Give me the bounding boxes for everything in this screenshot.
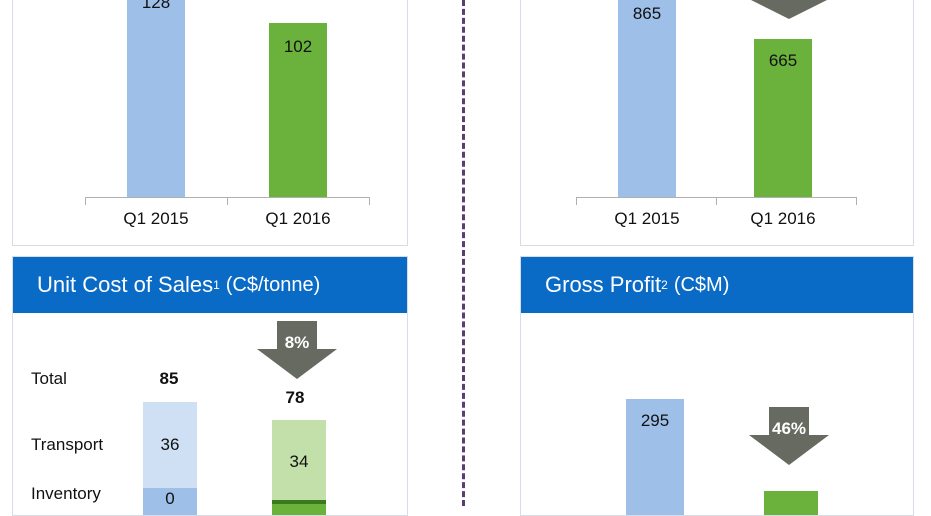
total-q1-2015: 85 — [159, 369, 179, 388]
down-arrow-icon — [257, 321, 337, 379]
row-label-inventory: Inventory — [31, 484, 101, 503]
axis-tick — [716, 197, 717, 205]
bar-value-q1-2015: 128 — [141, 0, 171, 12]
row-label-total: Total — [31, 369, 67, 388]
gross-profit-panel: Gross Profit 2 (C$M) 295 46% — [520, 256, 914, 516]
x-label-q1-2015: Q1 2015 — [614, 209, 680, 228]
unit-cost-panel: Unit Cost of Sales 1 (C$/tonne) 8% Total T… — [12, 256, 408, 516]
panel-unit: (C$/tonne) — [225, 273, 321, 296]
bar-value-transport-q1-2016: 34 — [289, 452, 309, 471]
panel-title: Unit Cost of Sales — [37, 272, 214, 297]
top-left-chart-panel: 128 102 Q1 2015 Q1 2016 — [12, 0, 408, 246]
bar-transport-q1-2015 — [143, 402, 197, 488]
change-percent: 8% — [284, 333, 310, 352]
bar-value-transport-q1-2015: 36 — [160, 435, 180, 454]
bar-q1-2015 — [127, 0, 185, 197]
down-arrow-icon — [749, 407, 829, 465]
footnote-marker: 1 — [213, 278, 220, 292]
bar-q1-2016 — [269, 23, 327, 197]
section-divider — [462, 0, 465, 506]
panel-unit: (C$M) — [673, 273, 730, 296]
down-arrow-icon — [751, 0, 827, 19]
bar-value-inventory-q1-2015: 0 — [165, 489, 175, 508]
footnote-marker: 2 — [661, 278, 668, 292]
axis-tick — [369, 197, 370, 205]
axis-tick — [856, 197, 857, 205]
change-percent: 46% — [771, 419, 807, 438]
total-q1-2016: 78 — [285, 388, 305, 407]
axis-tick — [227, 197, 228, 205]
top-right-chart-panel: 865 665 Q1 2015 Q1 2016 — [520, 0, 914, 246]
row-label-transport: Transport — [31, 435, 104, 454]
bar-transport-q1-2016 — [272, 420, 326, 500]
bar-value-q1-2016: 102 — [283, 37, 313, 56]
x-label-q1-2015: Q1 2015 — [123, 209, 189, 228]
bar-q1-2015 — [626, 399, 684, 515]
bar-q1-2015 — [618, 0, 676, 197]
bar-q1-2016 — [754, 39, 812, 197]
panel-header: Unit Cost of Sales 1 (C$/tonne) — [13, 257, 407, 313]
bar-value-q1-2016: 665 — [768, 51, 798, 70]
axis-tick — [85, 197, 86, 205]
bar-q1-2016 — [764, 491, 818, 515]
bar-value-q1-2015: 295 — [640, 411, 670, 430]
bar-value-q1-2015: 865 — [632, 4, 662, 23]
x-label-q1-2016: Q1 2016 — [750, 209, 816, 228]
panel-header: Gross Profit 2 (C$M) — [521, 257, 913, 313]
panel-title: Gross Profit — [545, 272, 662, 297]
x-label-q1-2016: Q1 2016 — [265, 209, 331, 228]
bar-inventory-q1-2016 — [272, 500, 326, 504]
axis-tick — [576, 197, 577, 205]
